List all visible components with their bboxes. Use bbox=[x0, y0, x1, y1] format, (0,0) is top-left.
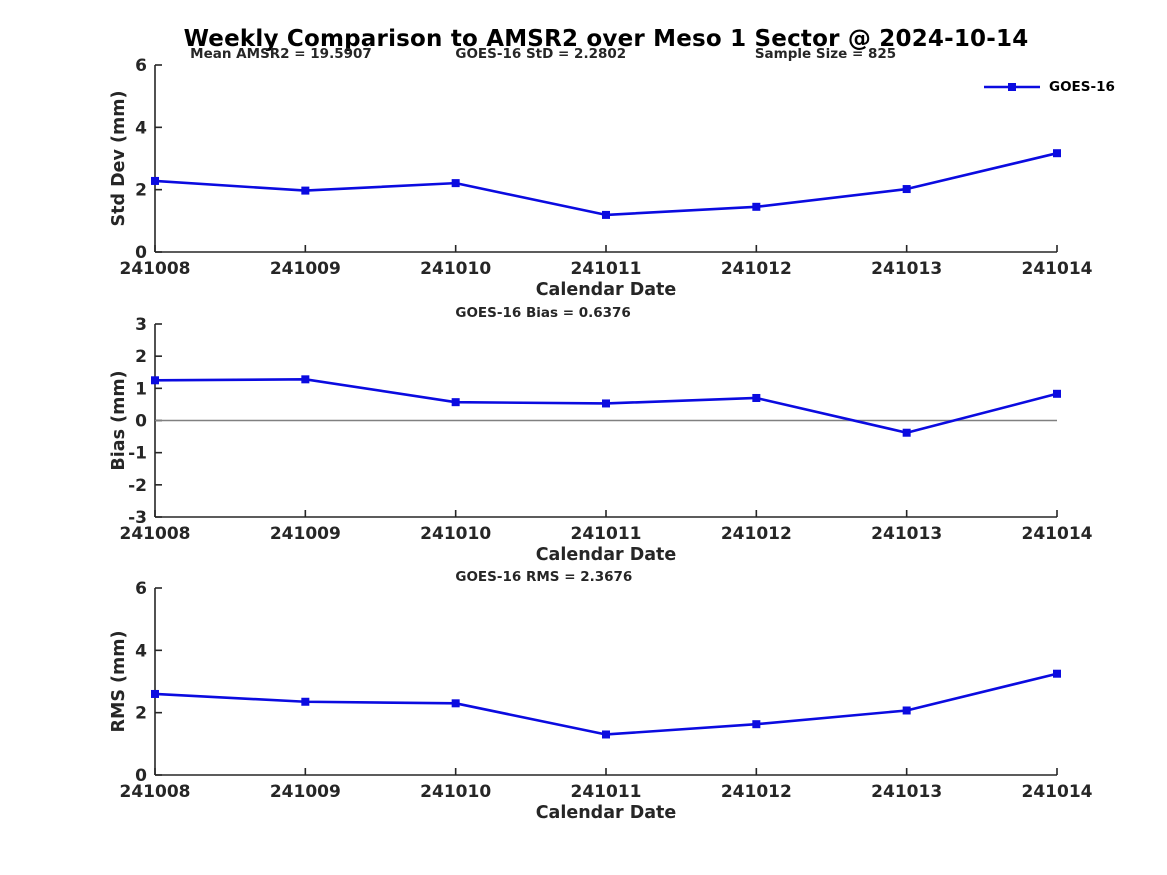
y-tick-label: 2 bbox=[135, 347, 147, 367]
x-tick-label: 241014 bbox=[1022, 782, 1093, 802]
y-tick-label: 2 bbox=[135, 181, 147, 201]
x-tick-label: 241011 bbox=[571, 524, 642, 544]
data-point-marker bbox=[301, 186, 310, 195]
data-point-marker bbox=[752, 202, 761, 211]
x-tick-label: 241008 bbox=[120, 524, 191, 544]
y-tick-label: -2 bbox=[128, 476, 147, 496]
data-point-marker bbox=[451, 179, 460, 188]
x-axis-label: Calendar Date bbox=[536, 545, 677, 565]
x-axis-label: Calendar Date bbox=[536, 280, 677, 300]
data-point-marker bbox=[301, 375, 310, 384]
legend: GOES-16 bbox=[983, 79, 1115, 95]
x-tick-label: 241014 bbox=[1022, 259, 1093, 279]
data-point-marker bbox=[151, 376, 159, 385]
y-tick-label: 0 bbox=[135, 412, 147, 432]
x-tick-label: 241013 bbox=[871, 259, 942, 279]
data-point-marker bbox=[301, 697, 310, 706]
data-point-marker bbox=[602, 210, 610, 219]
y-tick-label: 6 bbox=[135, 56, 147, 76]
x-tick-label: 241013 bbox=[871, 782, 942, 802]
x-tick-label: 241010 bbox=[420, 782, 491, 802]
series-line-goes-16 bbox=[154, 151, 1058, 217]
annotation-rms: GOES-16 RMS = 2.3676 bbox=[455, 569, 632, 585]
legend-label: GOES-16 bbox=[1049, 79, 1115, 95]
x-tick-label: 241010 bbox=[420, 524, 491, 544]
x-tick-label: 241008 bbox=[120, 259, 191, 279]
x-tick-label: 241009 bbox=[270, 259, 341, 279]
y-tick-label: 2 bbox=[135, 704, 147, 724]
y-tick-label: 4 bbox=[135, 118, 147, 138]
annotation-bias: GOES-16 Bias = 0.6376 bbox=[455, 305, 630, 321]
x-tick-label: 241012 bbox=[721, 524, 792, 544]
data-point-marker bbox=[1053, 669, 1061, 678]
data-point-marker bbox=[451, 699, 460, 708]
y-axis-label: Bias (mm) bbox=[109, 370, 129, 470]
x-tick-label: 241010 bbox=[420, 259, 491, 279]
data-point-marker bbox=[602, 730, 610, 739]
data-point-marker bbox=[902, 428, 911, 437]
annotation-std-dev: Sample Size = 825 bbox=[755, 46, 896, 62]
legend-swatch bbox=[984, 83, 1040, 91]
annotation-std-dev: GOES-16 StD = 2.2802 bbox=[455, 46, 626, 62]
y-tick-label: 6 bbox=[135, 579, 147, 599]
data-point-marker bbox=[902, 706, 911, 715]
y-tick-label: 3 bbox=[135, 315, 147, 335]
legend-marker-icon bbox=[1008, 83, 1016, 91]
x-tick-label: 241012 bbox=[721, 259, 792, 279]
x-tick-label: 241011 bbox=[571, 782, 642, 802]
y-tick-label: 4 bbox=[135, 641, 147, 661]
data-point-marker bbox=[752, 720, 761, 729]
annotation-std-dev: Mean AMSR2 = 19.5907 bbox=[190, 46, 372, 62]
y-tick-label: -1 bbox=[128, 444, 147, 464]
data-point-marker bbox=[602, 399, 610, 408]
data-point-marker bbox=[151, 176, 159, 185]
data-point-marker bbox=[1053, 149, 1061, 158]
x-tick-label: 241009 bbox=[270, 782, 341, 802]
data-point-marker bbox=[1053, 389, 1061, 398]
x-tick-label: 241011 bbox=[571, 259, 642, 279]
x-tick-label: 241012 bbox=[721, 782, 792, 802]
x-tick-label: 241008 bbox=[120, 782, 191, 802]
x-tick-label: 241013 bbox=[871, 524, 942, 544]
y-axis-label: RMS (mm) bbox=[109, 630, 129, 732]
y-axis-label: Std Dev (mm) bbox=[109, 91, 129, 227]
y-tick-label: 0 bbox=[135, 766, 147, 786]
figure-title: Weekly Comparison to AMSR2 over Meso 1 S… bbox=[183, 26, 1029, 52]
data-point-marker bbox=[151, 689, 159, 698]
x-tick-label: 241009 bbox=[270, 524, 341, 544]
series-line-goes-16 bbox=[154, 672, 1058, 736]
y-tick-label: 0 bbox=[135, 243, 147, 263]
data-point-marker bbox=[902, 185, 911, 194]
data-point-marker bbox=[451, 398, 460, 407]
x-tick-label: 241014 bbox=[1022, 524, 1093, 544]
y-tick-label: -3 bbox=[128, 508, 147, 528]
x-axis-label: Calendar Date bbox=[536, 803, 677, 823]
y-tick-label: 1 bbox=[135, 379, 147, 399]
data-point-marker bbox=[752, 393, 761, 402]
